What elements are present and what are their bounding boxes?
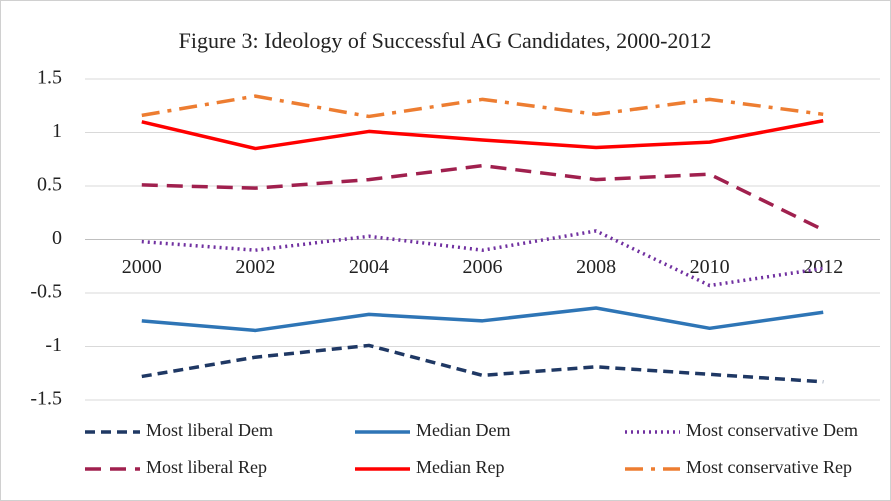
- x-tick-label: 2000: [122, 256, 162, 278]
- legend-label: Median Rep: [416, 457, 504, 477]
- x-tick-label: 2012: [803, 256, 843, 278]
- series-line: [141, 119, 824, 151]
- y-tick-label: -0.5: [30, 281, 62, 303]
- x-tick-label: 2008: [576, 256, 616, 278]
- y-tick-label: 0: [52, 227, 62, 249]
- x-tick-label: 2004: [349, 256, 389, 278]
- legend-label: Most conservative Dem: [686, 420, 858, 440]
- y-tick-label: -1: [45, 334, 62, 356]
- series-line: [141, 163, 824, 232]
- y-tick-label: 1.5: [37, 67, 62, 89]
- y-tick-label: 0.5: [37, 174, 62, 196]
- x-tick-label: 2002: [235, 256, 275, 278]
- x-tick-label: 2010: [690, 256, 730, 278]
- series-line: [141, 229, 824, 288]
- series-line: [141, 306, 824, 333]
- y-tick-label: -1.5: [30, 388, 62, 410]
- x-tick-label: 2006: [463, 256, 503, 278]
- chart-title: Figure 3: Ideology of Successful AG Cand…: [179, 28, 712, 53]
- series-line: [141, 343, 824, 384]
- y-tick-label: 1: [52, 120, 62, 142]
- series-line: [141, 94, 824, 119]
- legend-label: Most liberal Rep: [146, 457, 267, 477]
- legend-label: Most liberal Dem: [146, 420, 273, 440]
- legend-label: Most conservative Rep: [686, 457, 852, 477]
- legend-label: Median Dem: [416, 420, 510, 440]
